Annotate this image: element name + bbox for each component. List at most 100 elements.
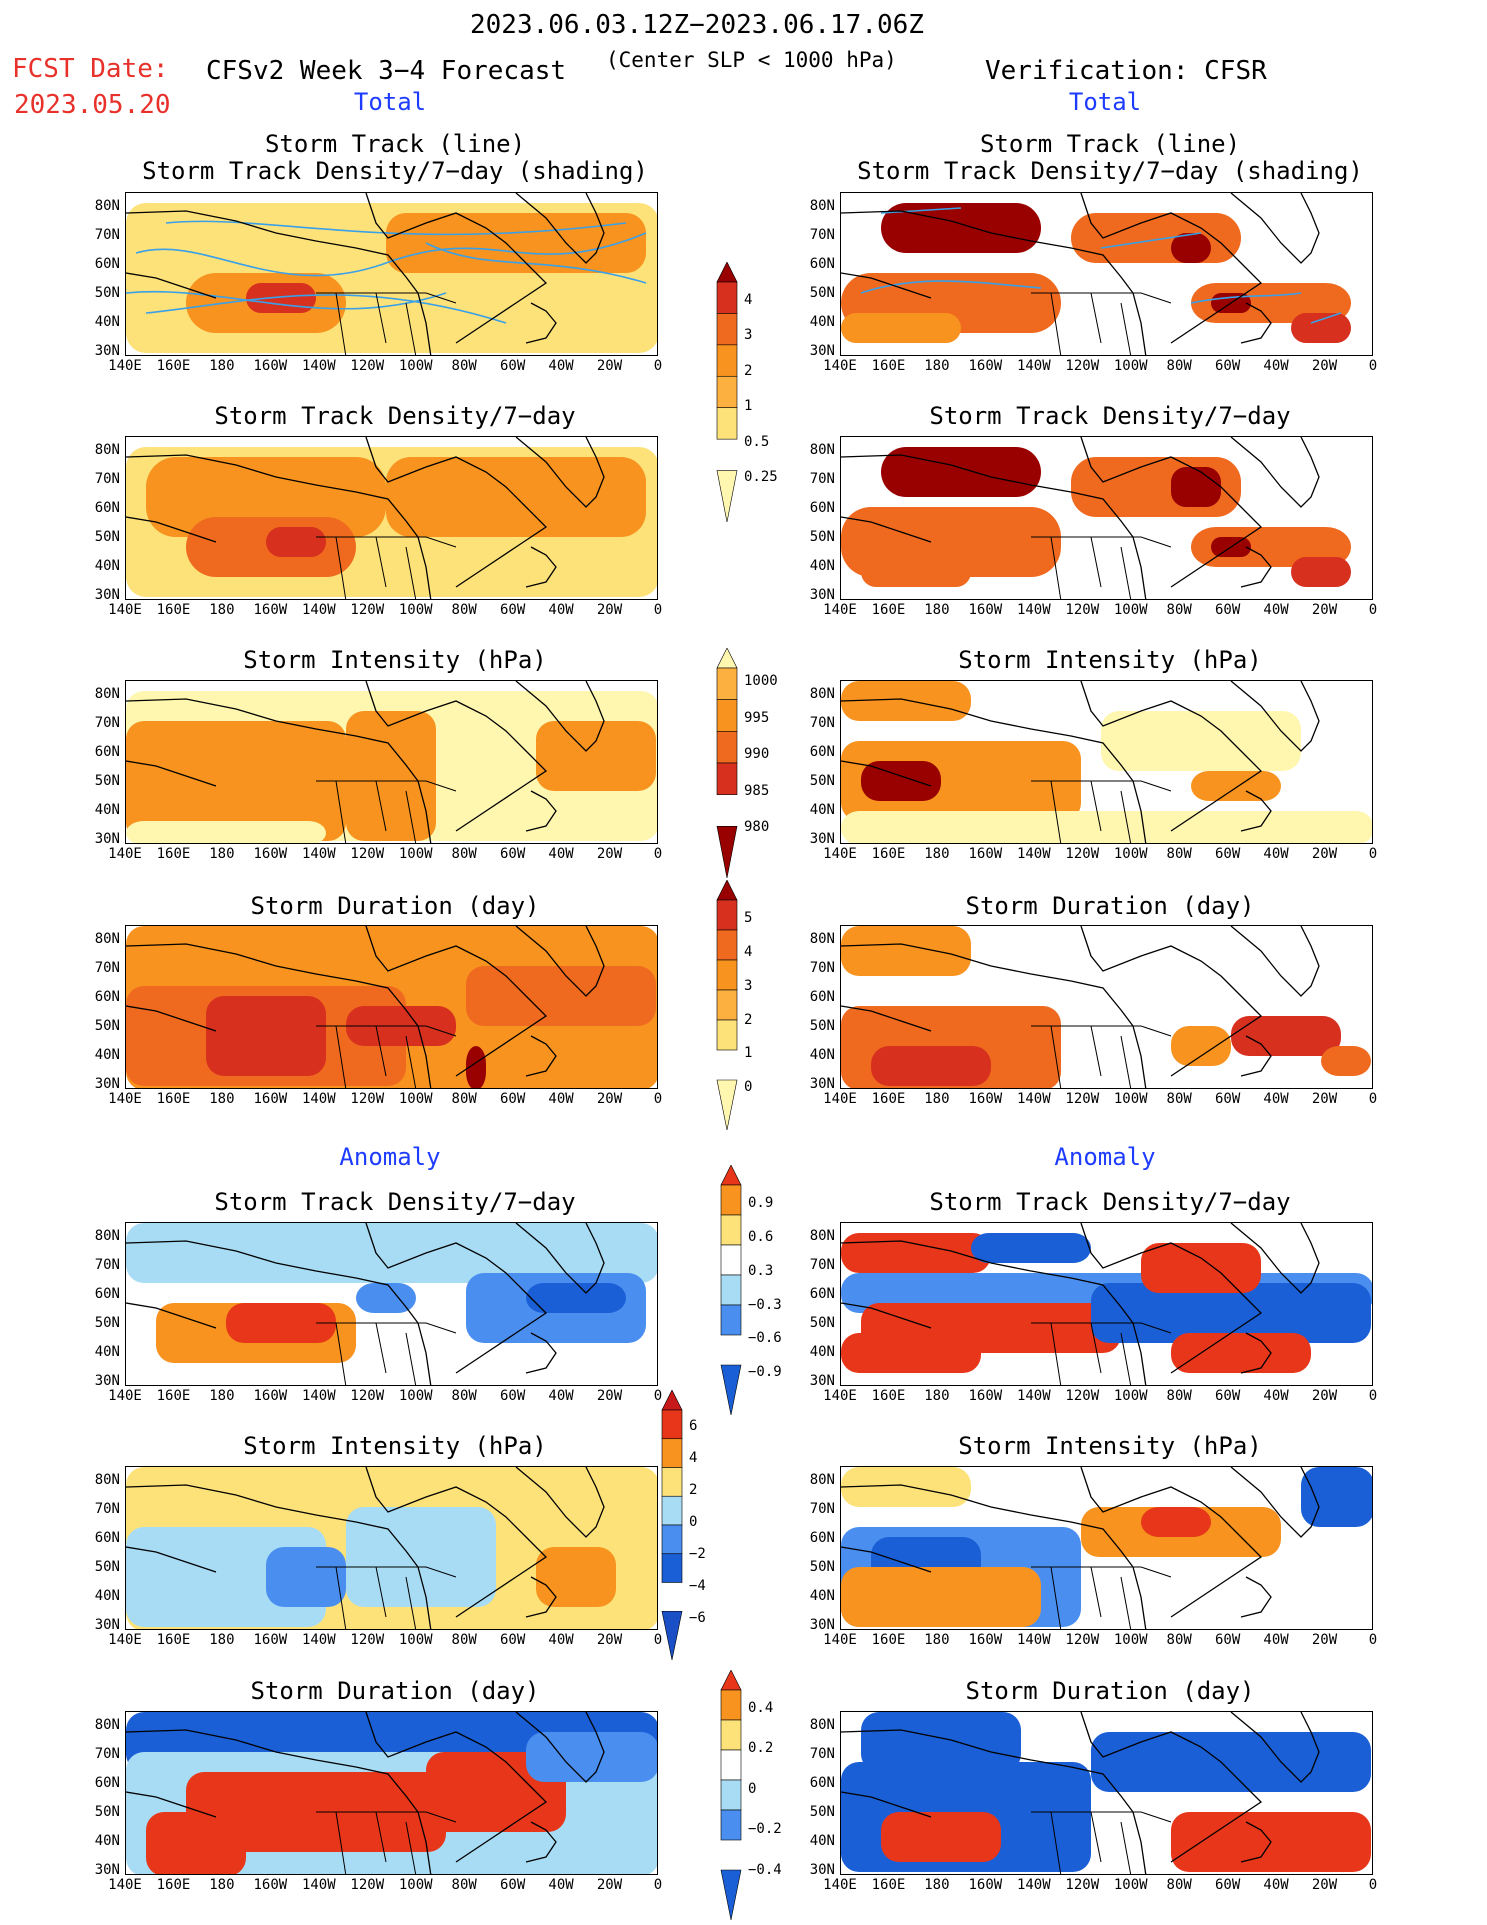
lon-tick-label: 160W: [253, 602, 288, 618]
coastline: [841, 1240, 1147, 1385]
colorbar-segment: [716, 667, 738, 700]
map-panel-13: [840, 1711, 1373, 1875]
colorbar-segment: [716, 648, 738, 669]
lon-tick-label: 100W: [1113, 358, 1148, 374]
lon-tick-label: 80W: [1166, 1877, 1192, 1893]
lon-tick-label: 100W: [1113, 1388, 1148, 1404]
lat-tick-label: 40N: [809, 1833, 835, 1849]
coastline: [1230, 437, 1320, 508]
colorbar-label: 2: [689, 1481, 698, 1498]
lat-tick-label: 80N: [94, 1472, 120, 1488]
lon-tick-label: 60W: [499, 1877, 526, 1893]
map-canvas: [126, 1223, 657, 1385]
colorbar-segment: [720, 1274, 742, 1306]
lon-tick-label: 120W: [350, 846, 385, 862]
lon-tick-label: 160E: [871, 602, 906, 618]
shading-region: [841, 1467, 971, 1507]
lat-tick-label: 80N: [94, 1228, 120, 1244]
lon-tick-label: 160W: [968, 602, 1003, 618]
shading-region: [1171, 1333, 1311, 1373]
map-panel-2: [125, 436, 658, 600]
colorbar-segment: [720, 1214, 742, 1246]
colorbar-label: 5: [744, 910, 753, 926]
coastline: [1080, 926, 1263, 1077]
lon-tick-label: 160W: [253, 1877, 288, 1893]
map-canvas: [841, 1467, 1372, 1629]
map-panel-1: [840, 192, 1373, 356]
lat-tick-label: 70N: [94, 227, 120, 243]
lon-tick-label: 140E: [108, 358, 142, 374]
lon-tick-label: 100W: [1113, 602, 1148, 618]
coastline: [365, 437, 548, 588]
lon-tick-label: 20W: [1311, 358, 1338, 374]
lat-tick-label: 60N: [94, 1775, 120, 1791]
coastline: [1240, 790, 1272, 832]
lon-tick-label: 160W: [253, 846, 288, 862]
lon-tick-label: 160W: [968, 846, 1003, 862]
lat-tick-label: 50N: [94, 1315, 120, 1331]
lon-tick-label: 100W: [398, 1632, 433, 1648]
lat-tick-label: 50N: [94, 1018, 120, 1034]
shading-region: [841, 811, 1372, 843]
coastline: [1230, 926, 1320, 997]
coastline: [525, 546, 557, 588]
lon-tick-label: 180: [209, 1388, 235, 1404]
coastline: [365, 1712, 548, 1863]
lat-tick-label: 40N: [94, 1344, 120, 1360]
coastline: [841, 1005, 932, 1032]
lon-tick-label: 20W: [1311, 1091, 1338, 1107]
state-borders: [316, 1322, 457, 1385]
lon-tick-label: 140W: [1016, 1388, 1051, 1404]
colorbar-segment: [720, 1184, 742, 1216]
lon-tick-label: 140W: [1016, 358, 1051, 374]
coastline: [126, 210, 432, 355]
map-panel-5: [840, 680, 1373, 844]
lon-tick-label: 0: [1368, 602, 1378, 618]
colorbar-label: −0.9: [748, 1364, 782, 1381]
colorbar-segment: [661, 1610, 683, 1660]
lon-tick-label: 60W: [1214, 358, 1241, 374]
shading-region: [841, 926, 971, 976]
state-borders: [316, 1025, 457, 1088]
lat-tick-label: 40N: [94, 802, 120, 818]
coastline: [126, 943, 432, 1088]
colorbar-segment: [661, 1409, 683, 1440]
title-density-anom-right: Storm Track Density/7−day: [929, 1188, 1291, 1216]
lon-tick-label: 120W: [1065, 358, 1100, 374]
title-track-shading-right: Storm Track Density/7−day (shading): [857, 157, 1363, 185]
lon-tick-label: 160W: [968, 1877, 1003, 1893]
lon-tick-label: 120W: [350, 358, 385, 374]
lon-tick-label: 160W: [253, 1091, 288, 1107]
shading-region: [881, 1812, 1001, 1862]
shading-region: [881, 447, 1041, 497]
colorbar-label: 1000: [744, 673, 778, 689]
shading-region: [266, 1547, 346, 1607]
lon-tick-label: 120W: [350, 1091, 385, 1107]
colorbar-segment: [716, 762, 738, 795]
lon-tick-label: 60W: [1214, 1877, 1241, 1893]
lat-tick-label: 80N: [94, 686, 120, 702]
lon-tick-label: 140E: [823, 358, 857, 374]
shading-region: [266, 527, 326, 557]
colorbar-label: 3: [744, 977, 753, 994]
lon-tick-label: 120W: [350, 1388, 385, 1404]
lon-tick-label: 140W: [301, 1091, 336, 1107]
lon-tick-label: 40W: [548, 846, 574, 862]
lon-tick-label: 0: [653, 358, 663, 374]
colorbar-density-anom: [720, 1165, 742, 1415]
coastline: [841, 1484, 1147, 1629]
coastline: [126, 1302, 217, 1329]
colorbar-label: 995: [744, 709, 770, 726]
lon-tick-label: 160E: [156, 1091, 191, 1107]
shading-region: [841, 1567, 1041, 1627]
shading-region: [1141, 1243, 1261, 1293]
lon-tick-label: 120W: [350, 602, 385, 618]
shading-region: [1291, 313, 1351, 343]
shading-region: [126, 1223, 657, 1283]
lat-tick-label: 50N: [94, 773, 120, 789]
colorbar-label: 0.4: [748, 1700, 774, 1716]
lon-tick-label: 80W: [451, 846, 477, 862]
lon-tick-label: 0: [653, 846, 663, 862]
lon-tick-label: 160W: [253, 1632, 288, 1648]
lat-tick-label: 70N: [94, 1501, 120, 1517]
